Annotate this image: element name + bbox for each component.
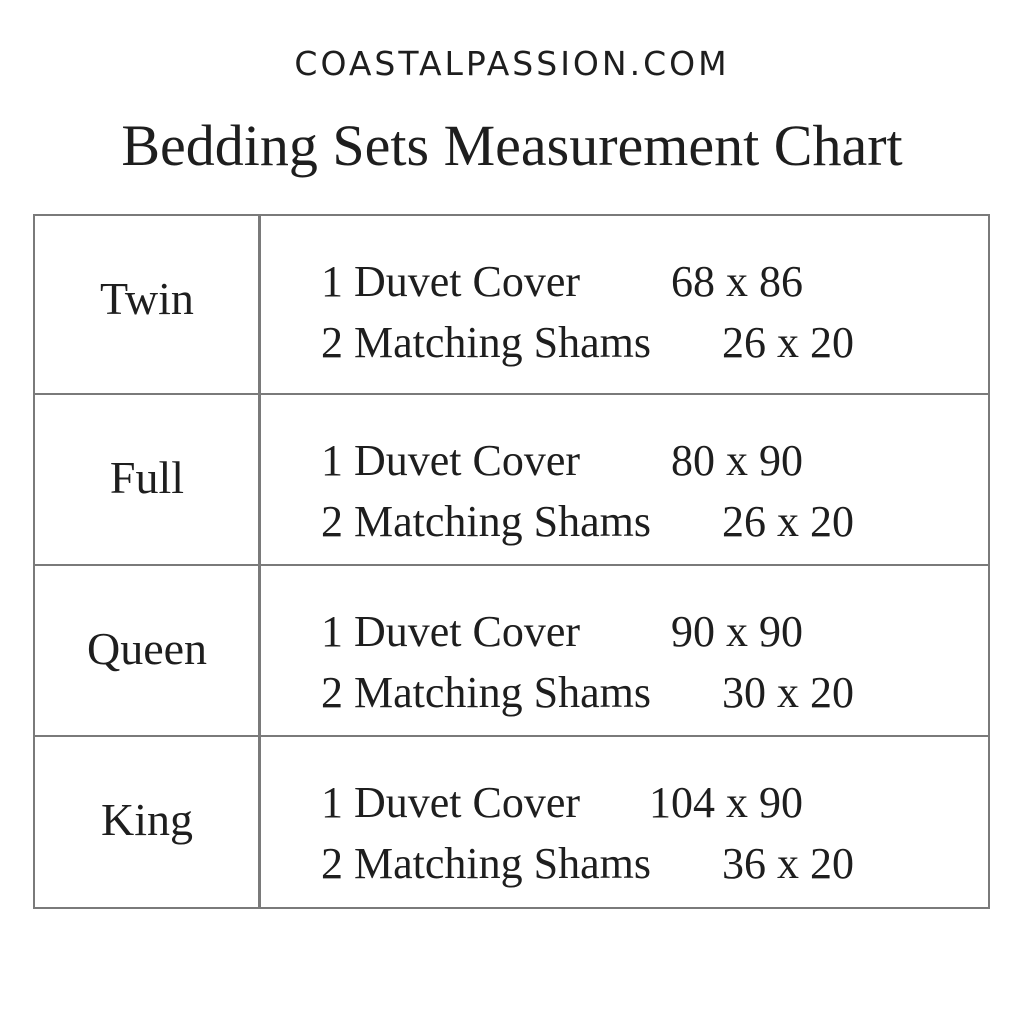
duvet-dimensions: 68 x 86: [671, 257, 803, 306]
duvet-dimensions: 90 x 90: [671, 607, 803, 656]
item-duvet: 1 Duvet Cover: [321, 436, 581, 485]
table-row: Queen 1 Duvet Cover 90 x 90 2 Matching S…: [35, 564, 988, 735]
table-row: Full 1 Duvet Cover 80 x 90 2 Matching Sh…: [35, 393, 988, 564]
item-shams: 2 Matching Shams: [321, 668, 651, 717]
shams-dimensions: 30 x 20: [722, 668, 854, 717]
item-shams: 2 Matching Shams: [321, 839, 651, 888]
duvet-dimensions: 104 x 90: [649, 778, 803, 827]
brand-name: COASTALPASSION.COM: [294, 44, 730, 83]
size-label: King: [101, 794, 193, 845]
item-duvet: 1 Duvet Cover: [321, 778, 581, 827]
item-shams: 2 Matching Shams: [321, 318, 651, 367]
shams-dimensions: 36 x 20: [722, 839, 854, 888]
item-shams: 2 Matching Shams: [321, 497, 651, 546]
page-title: Bedding Sets Measurement Chart: [121, 113, 903, 178]
duvet-dimensions: 80 x 90: [671, 436, 803, 485]
item-duvet: 1 Duvet Cover: [321, 607, 581, 656]
table-row: King 1 Duvet Cover 104 x 90 2 Matching S…: [35, 735, 988, 906]
item-duvet: 1 Duvet Cover: [321, 257, 581, 306]
column-divider: [258, 216, 261, 907]
size-label: Twin: [100, 273, 194, 324]
measurement-table: Twin 1 Duvet Cover 68 x 86 2 Matching Sh…: [33, 214, 990, 909]
size-label: Full: [109, 452, 185, 503]
shams-dimensions: 26 x 20: [722, 318, 854, 367]
table-row: Twin 1 Duvet Cover 68 x 86 2 Matching Sh…: [35, 216, 988, 387]
size-label: Queen: [86, 623, 208, 674]
shams-dimensions: 26 x 20: [722, 497, 854, 546]
